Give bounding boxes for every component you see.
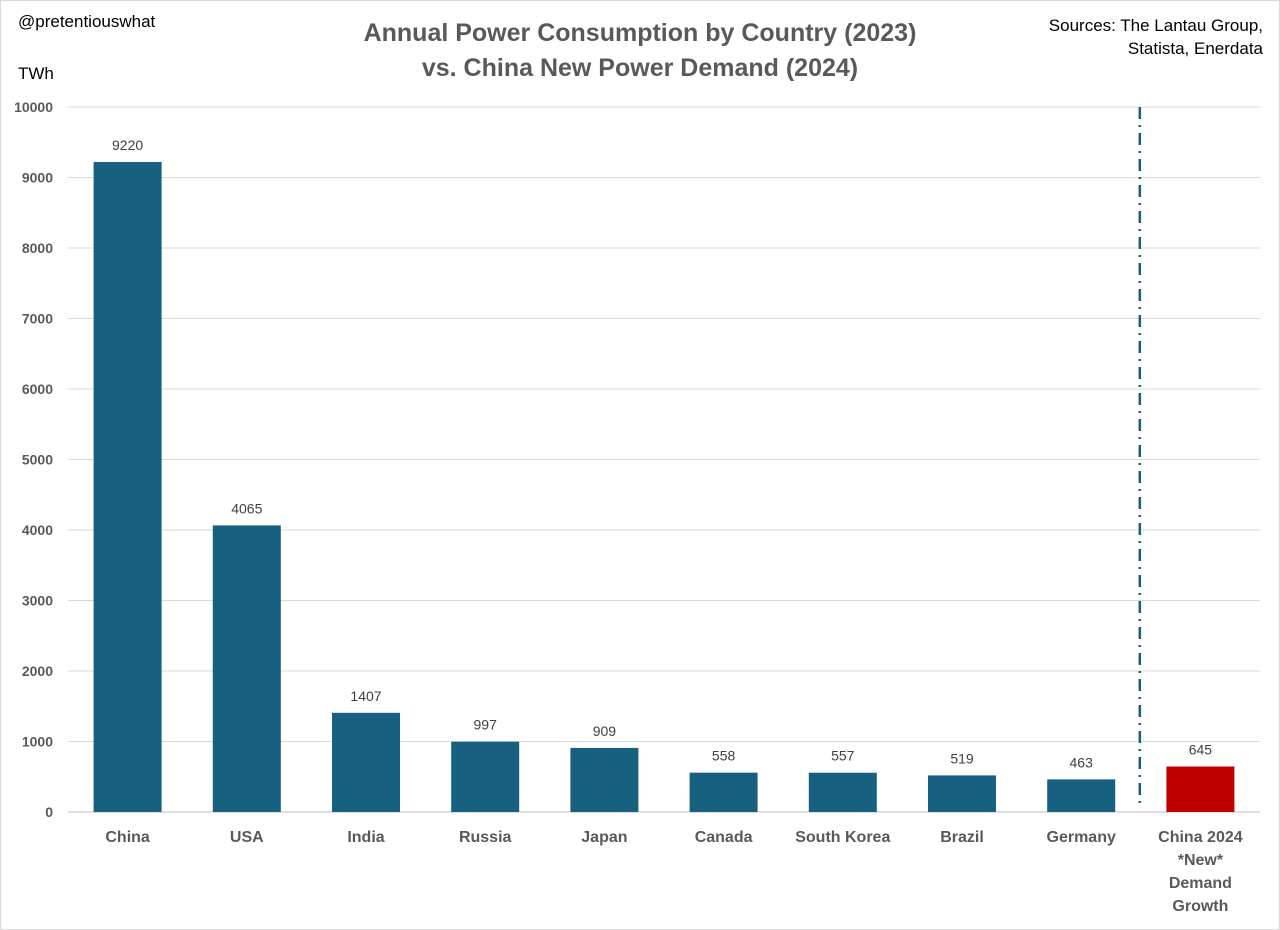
bar [332, 712, 400, 812]
data-label: 557 [831, 748, 855, 764]
data-label: 645 [1189, 742, 1213, 758]
chart-title-line-2: vs. China New Power Demand (2024) [421, 54, 859, 82]
bar [451, 741, 520, 812]
sources-note: Sources: The Lantau Group, Statista, Ene… [1049, 14, 1263, 60]
category-label: Russia [459, 829, 512, 846]
y-tick-label: 9000 [22, 170, 53, 186]
bar [928, 775, 996, 812]
category-label: Japan [581, 829, 627, 846]
data-label: 909 [593, 723, 617, 739]
bar [93, 161, 162, 813]
data-label: 558 [712, 748, 736, 764]
category-label: Canada [695, 829, 753, 846]
data-label: 463 [1070, 754, 1094, 770]
y-tick-label: 5000 [22, 452, 53, 468]
y-tick-label: 7000 [22, 311, 53, 327]
category-label: China [105, 829, 150, 846]
sources-line-2: Statista, Enerdata [1127, 39, 1263, 58]
y-tick-label: 3000 [22, 593, 53, 609]
chart-title-line-1: Annual Power Consumption by Country (202… [363, 19, 917, 47]
sources-line-1: Sources: The Lantau Group, [1048, 16, 1263, 35]
y-tick-label: 4000 [22, 522, 53, 538]
data-label: 1407 [350, 688, 381, 704]
category-label: Germany [1047, 829, 1116, 846]
data-label: 9220 [112, 137, 143, 153]
y-tick-label: 6000 [22, 381, 53, 397]
category-label: South Korea [795, 829, 890, 846]
bar [1047, 779, 1116, 812]
category-label: India [347, 829, 384, 846]
y-tick-label: 8000 [22, 240, 53, 256]
author-handle: @pretentiouswhat [18, 12, 156, 31]
bar [212, 525, 281, 812]
bar [1166, 766, 1235, 812]
category-label: USA [230, 829, 264, 846]
bar [689, 772, 758, 812]
bar [570, 747, 639, 812]
y-tick-label: 2000 [22, 663, 53, 679]
y-tick-label: 1000 [22, 734, 53, 750]
data-label: 519 [950, 750, 974, 766]
data-label: 997 [474, 717, 498, 733]
bar [808, 772, 877, 812]
chart-title: Annual Power Consumption by Country (202… [240, 16, 1040, 86]
data-label: 4065 [231, 500, 262, 516]
y-tick-label: 0 [45, 804, 53, 820]
y-tick-label: 10000 [14, 99, 53, 115]
category-label: China 2024 *New* Demand Growth [1158, 829, 1243, 915]
y-axis-unit-label: TWh [18, 64, 54, 83]
category-label: Brazil [940, 829, 984, 846]
